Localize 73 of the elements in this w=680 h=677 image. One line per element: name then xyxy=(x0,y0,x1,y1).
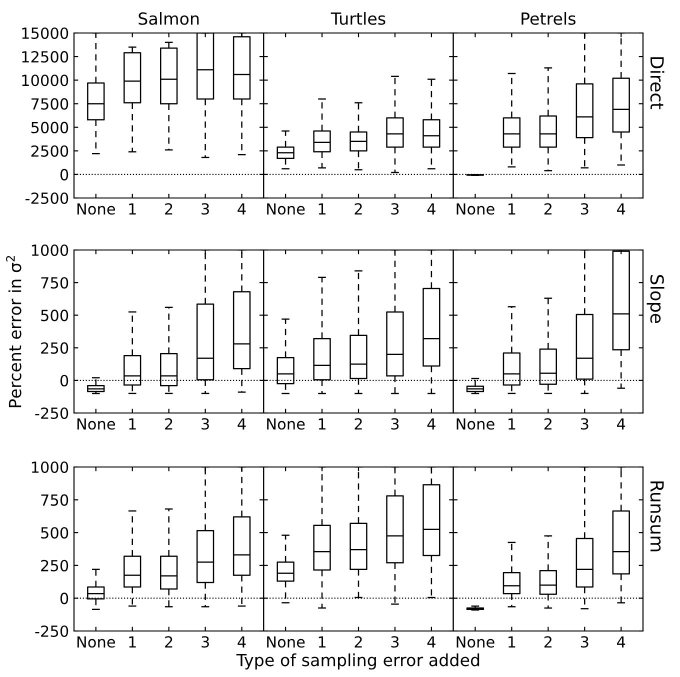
y-tick-label: 7500 xyxy=(32,98,68,110)
x-tick-label: 1 xyxy=(129,636,136,648)
x-tick-label: 2 xyxy=(165,418,172,430)
x-tick-label: 2 xyxy=(165,203,172,214)
y-tick-label: 250 xyxy=(41,342,68,354)
y-tick-label: 12500 xyxy=(22,51,68,63)
x-tick-label: 4 xyxy=(427,203,436,214)
y-tick-label: 500 xyxy=(41,310,68,322)
x-tick-label: None xyxy=(267,418,305,430)
x-tick-label: 1 xyxy=(318,418,326,430)
x-tick-label: None xyxy=(77,636,115,648)
y-tick-label: 500 xyxy=(41,527,68,539)
x-tick-label: 2 xyxy=(544,636,552,648)
y-tick-label: 0 xyxy=(60,592,68,604)
y-tick-label: 10000 xyxy=(22,74,68,86)
x-axis-title: Type of sampling error added xyxy=(236,653,480,670)
y-tick-label: -250 xyxy=(35,407,68,420)
y-tick-label: 1000 xyxy=(32,244,68,256)
x-tick-label: 3 xyxy=(202,418,209,430)
chart-title: Turtles xyxy=(330,12,386,25)
y-tick-label: 0 xyxy=(60,374,68,386)
x-tick-label: 4 xyxy=(238,418,246,430)
x-tick-label: 3 xyxy=(580,636,588,648)
x-tick-label: None xyxy=(456,636,494,648)
x-tick-label: None xyxy=(267,636,305,648)
x-tick-label: 3 xyxy=(580,203,588,215)
x-tick-label: 3 xyxy=(391,636,399,648)
y-tick-label: 15000 xyxy=(22,27,68,40)
x-tick-label: 2 xyxy=(354,203,362,214)
x-tick-label: None xyxy=(77,418,115,430)
x-tick-label: 2 xyxy=(354,636,362,648)
x-tick-label: 3 xyxy=(580,418,588,430)
x-tick-label: 4 xyxy=(617,636,626,648)
chart-title: Salmon xyxy=(138,12,199,25)
x-tick-label: None xyxy=(267,203,305,215)
x-tick-label: 1 xyxy=(318,636,326,648)
x-tick-label: 4 xyxy=(427,636,436,648)
x-tick-label: None xyxy=(456,418,494,430)
x-tick-label: 2 xyxy=(354,418,362,430)
x-tick-label: 1 xyxy=(129,203,136,214)
chart-title: Petrels xyxy=(522,12,576,25)
x-tick-label: 4 xyxy=(617,203,626,214)
x-tick-label: None xyxy=(456,203,494,215)
x-tick-label: 1 xyxy=(129,418,136,430)
x-tick-label: 2 xyxy=(165,636,172,648)
y-axis-title: Percent error in σ$^{2}$ xyxy=(6,256,22,408)
x-tick-label: 1 xyxy=(508,418,516,430)
y-tick-label: 750 xyxy=(41,494,68,506)
x-tick-label: 4 xyxy=(238,636,246,648)
y-tick-label: 1000 xyxy=(32,461,68,474)
x-tick-label: None xyxy=(77,203,115,215)
x-tick-label: 1 xyxy=(508,636,516,648)
x-tick-label: 4 xyxy=(617,418,626,430)
x-tick-label: 2 xyxy=(544,203,552,214)
x-tick-label: 2 xyxy=(544,418,552,430)
text: Slope xyxy=(646,275,664,323)
y-tick-label: 5000 xyxy=(31,122,68,134)
text: Runsum xyxy=(650,481,664,552)
text: Direct xyxy=(650,57,664,110)
x-tick-label: 4 xyxy=(238,203,246,214)
x-tick-label: 3 xyxy=(391,203,399,215)
x-tick-label: 1 xyxy=(508,203,516,214)
x-tick-label: 3 xyxy=(202,636,209,648)
y-tick-label: 250 xyxy=(41,560,68,572)
y-tick-label: -250 xyxy=(35,625,68,638)
x-tick-label: 4 xyxy=(427,418,436,430)
x-tick-label: 3 xyxy=(391,418,399,430)
x-tick-label: 3 xyxy=(202,203,209,215)
y-tick-label: -2500 xyxy=(25,192,68,204)
x-tick-label: 1 xyxy=(318,203,326,214)
y-tick-label: 2500 xyxy=(31,145,68,157)
y-tick-label: 0 xyxy=(60,168,68,180)
y-tick-label: 750 xyxy=(41,277,68,289)
